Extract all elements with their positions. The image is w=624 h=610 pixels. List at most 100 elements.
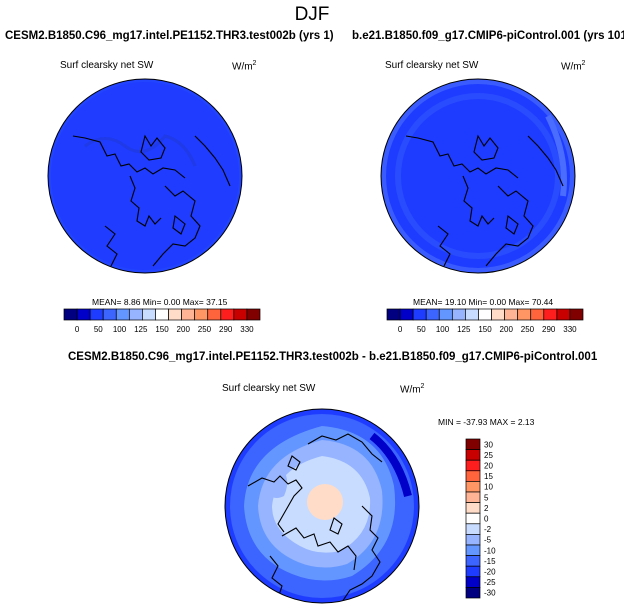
difference-colorbar-label: 10	[484, 483, 493, 492]
page-title: DJF	[294, 4, 330, 25]
panel-1-colorbar-box	[142, 308, 156, 321]
panel-2-colorbar-box	[451, 308, 466, 321]
panel-1-colorbar-box	[246, 308, 261, 321]
panel-2-colorbar-label: 330	[563, 325, 577, 334]
panel-1-colorbar-box	[76, 308, 91, 321]
panel-2-colorbar-label: 50	[417, 325, 426, 334]
panel-2-colorbar-label: 100	[436, 325, 450, 334]
difference-colorbar-box	[465, 470, 481, 482]
panel-2-coastlines	[405, 134, 564, 267]
panel-1-colorbar-box	[89, 308, 104, 321]
difference-colorbar-box	[465, 449, 481, 461]
difference-colorbar-box	[465, 565, 481, 578]
difference-colorbar-label: 25	[484, 451, 493, 460]
difference-colorbar-label: -15	[484, 557, 496, 566]
panel-2-colorbar-box	[399, 308, 414, 321]
panel-1-coastlines	[72, 134, 231, 267]
panel-2-colorbar-box	[504, 308, 519, 321]
difference-colorbar-label: 0	[484, 515, 489, 524]
difference-colorbar-label: -5	[484, 536, 492, 545]
panel-1-stats: MEAN= 8.86 Min= 0.00 Max= 37.15	[92, 297, 228, 307]
difference-colorbar-label: 30	[484, 440, 493, 449]
panel-2-polar-map	[380, 78, 576, 274]
panel-2-colorbar-box	[465, 308, 479, 321]
difference-coastlines	[247, 433, 383, 603]
panel-2-colorbar-box	[412, 308, 427, 321]
panel-2-colorbar-box	[386, 308, 401, 321]
difference-colorbar-box	[465, 438, 481, 450]
panel-2-colorbar-box	[543, 308, 558, 321]
panel-1-colorbar-box	[115, 308, 130, 321]
panel-1-colorbar-box	[194, 308, 209, 321]
difference-colorbar-box	[465, 502, 481, 514]
panel-2-variable: Surf clearsky net SW	[385, 60, 479, 71]
difference-colorbar-box	[465, 459, 481, 472]
difference-colorbar-box	[465, 555, 481, 567]
panel-1-colorbar-box	[155, 308, 169, 321]
difference-colorbar-box	[465, 576, 481, 588]
panel-2-colorbar-box	[530, 308, 545, 321]
panel-1-colorbar-box	[220, 308, 235, 321]
panel-1-colorbar-label: 330	[240, 325, 254, 334]
panel-1-colorbar-label: 150	[155, 325, 169, 334]
difference-colorbar-box	[465, 587, 481, 599]
panel-2-colorbar-label: 200	[500, 325, 514, 334]
difference-variable: Surf clearsky net SW	[222, 383, 316, 394]
panel-1-colorbar-box	[207, 308, 222, 321]
panel-2-colorbar-label: 290	[542, 325, 556, 334]
panel-2-units: W/m2	[561, 60, 586, 73]
panel-1-colorbar-box	[63, 308, 78, 321]
panel-1-colorbar-label: 0	[75, 325, 80, 334]
difference-units: W/m2	[400, 383, 425, 396]
difference-colorbar-label: 5	[484, 493, 489, 502]
difference-polar-map	[224, 408, 420, 604]
panel-2-colorbar-label: 125	[457, 325, 471, 334]
difference-colorbar-box	[465, 523, 481, 535]
difference-colorbar-box	[465, 512, 481, 525]
panel-1-polar-map	[47, 78, 243, 274]
difference-colorbar-box	[465, 544, 481, 556]
difference-colorbar-box	[465, 534, 481, 546]
panel-2-colorbar-box	[517, 308, 532, 321]
panel-2-title: b.e21.B1850.f09_g17.CMIP6-piControl.001 …	[352, 30, 624, 42]
difference-colorbar-label: -30	[484, 589, 496, 598]
panel-2-colorbar-label: 250	[521, 325, 535, 334]
panel-2-stats: MEAN= 19.10 Min= 0.00 Max= 70.44	[413, 297, 554, 307]
panel-1-colorbar-box	[102, 308, 117, 321]
panel-2-colorbar: 0 50 100 125 150 200 250 290 330	[386, 308, 584, 334]
panel-2-colorbar-label: 0	[398, 325, 403, 334]
panel-2-colorbar-box	[438, 308, 453, 321]
panel-1-colorbar-box	[128, 308, 143, 321]
difference-colorbar-box	[465, 491, 481, 503]
panel-1-colorbar-label: 200	[177, 325, 191, 334]
panel-1-colorbar-box	[168, 308, 182, 321]
panel-1-units: W/m2	[232, 60, 257, 73]
difference-colorbar-label: -10	[484, 546, 496, 555]
difference-colorbar-label: 2	[484, 504, 489, 513]
difference-title: CESM2.B1850.C96_mg17.intel.PE1152.THR3.t…	[68, 351, 598, 363]
panel-1-colorbar-label: 100	[113, 325, 127, 334]
panel-1-title: CESM2.B1850.C96_mg17.intel.PE1152.THR3.t…	[5, 30, 334, 42]
panel-2-colorbar-box	[478, 308, 492, 321]
difference-colorbar-label: -2	[484, 525, 492, 534]
panel-1-colorbar-label: 290	[219, 325, 233, 334]
panel-2-colorbar-box	[556, 308, 571, 321]
panel-1-colorbar-box	[233, 308, 248, 321]
difference-colorbar-label: 20	[484, 462, 493, 471]
panel-1-colorbar-label: 125	[134, 325, 148, 334]
difference-colorbar-label: -25	[484, 578, 496, 587]
panel-1-colorbar: 0 50 100 125 150 200 250 290 330	[63, 308, 261, 334]
panel-1-colorbar-box	[181, 308, 196, 321]
panel-2-colorbar-box	[491, 308, 505, 321]
difference-stats: MIN = -37.93 MAX = 2.13	[438, 417, 535, 427]
panel-1-variable: Surf clearsky net SW	[60, 60, 154, 71]
difference-colorbar-label: -20	[484, 568, 496, 577]
panel-1-colorbar-label: 50	[94, 325, 103, 334]
panel-1-colorbar-label: 250	[198, 325, 212, 334]
difference-colorbar-box	[465, 481, 481, 493]
panel-2-colorbar-box	[425, 308, 440, 321]
panel-2-colorbar-box	[569, 308, 584, 321]
difference-colorbar-label: 15	[484, 472, 493, 481]
panel-2-colorbar-label: 150	[478, 325, 492, 334]
